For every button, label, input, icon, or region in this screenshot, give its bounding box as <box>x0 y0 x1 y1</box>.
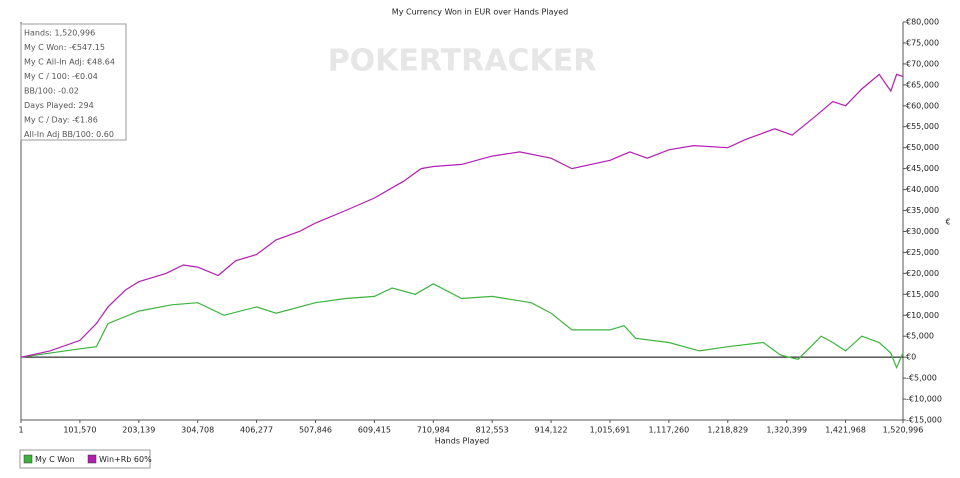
y-tick-label: €55,000 <box>906 122 939 131</box>
x-tick-label: 1 <box>18 426 23 435</box>
legend-label: My C Won <box>35 455 75 464</box>
legend-box <box>19 449 151 469</box>
x-tick-label: 507,846 <box>299 426 332 435</box>
y-tick-label: €50,000 <box>906 143 939 152</box>
stats-line: Days Played: 294 <box>24 101 94 110</box>
stats-line: My C / Day: -€1.86 <box>24 116 98 125</box>
y-tick-label: -€10,000 <box>906 395 942 404</box>
stats-line: All-In Adj BB/100: 0.60 <box>24 130 114 139</box>
stats-line: Hands: 1,520,996 <box>24 29 95 38</box>
watermark: POKERTRACKER <box>328 44 597 79</box>
y-tick-label: €15,000 <box>906 290 939 299</box>
x-tick-label: 101,570 <box>63 426 96 435</box>
y-tick-label: -€15,000 <box>906 416 942 425</box>
y-tick-label: €40,000 <box>906 185 939 194</box>
x-tick-label: 406,277 <box>240 426 273 435</box>
legend-label: Win+Rb 60% <box>99 455 152 464</box>
stats-line: My C / 100: -€0.04 <box>24 72 98 81</box>
y-tick-label: €20,000 <box>906 269 939 278</box>
x-tick-label: 1,015,691 <box>590 426 631 435</box>
y-tick-label: €60,000 <box>906 101 939 110</box>
stats-line: My C All-In Adj: €48.64 <box>24 58 115 67</box>
y-tick-label: €70,000 <box>906 59 939 68</box>
x-tick-label: 812,553 <box>476 426 509 435</box>
y-tick-label: €30,000 <box>906 227 939 236</box>
x-tick-label: 914,122 <box>535 426 568 435</box>
y-tick-label: €65,000 <box>906 80 939 89</box>
x-tick-label: 304,708 <box>181 426 214 435</box>
y-tick-label: €35,000 <box>906 206 939 215</box>
legend-swatch <box>87 454 97 464</box>
stats-line: My C Won: -€547.15 <box>24 43 105 52</box>
y-tick-label: €0 <box>906 353 916 362</box>
y-axis-label: € <box>945 218 950 227</box>
chart-title: My Currency Won in EUR over Hands Played <box>392 8 568 17</box>
y-tick-label: -€5,000 <box>906 374 937 383</box>
x-axis-label: Hands Played <box>435 437 489 446</box>
x-tick-label: 1,117,260 <box>649 426 690 435</box>
x-tick-label: 710,984 <box>417 426 450 435</box>
legend-swatch <box>23 454 33 464</box>
x-tick-label: 203,139 <box>122 426 155 435</box>
y-tick-label: €45,000 <box>906 164 939 173</box>
series-line <box>20 73 904 358</box>
stats-box <box>20 23 127 141</box>
y-tick-label: €75,000 <box>906 38 939 47</box>
y-tick-label: €25,000 <box>906 248 939 257</box>
x-tick-label: 1,520,996 <box>883 426 924 435</box>
x-tick-label: 1,218,829 <box>707 426 748 435</box>
y-tick-label: €80,000 <box>906 18 939 27</box>
stats-line: BB/100: -0.02 <box>24 87 79 96</box>
series-line <box>20 283 904 370</box>
y-tick-label: €5,000 <box>906 332 934 341</box>
x-tick-label: 1,320,399 <box>766 426 807 435</box>
x-tick-label: 1,421,968 <box>825 426 866 435</box>
y-tick-label: €10,000 <box>906 311 939 320</box>
x-tick-label: 609,415 <box>358 426 391 435</box>
